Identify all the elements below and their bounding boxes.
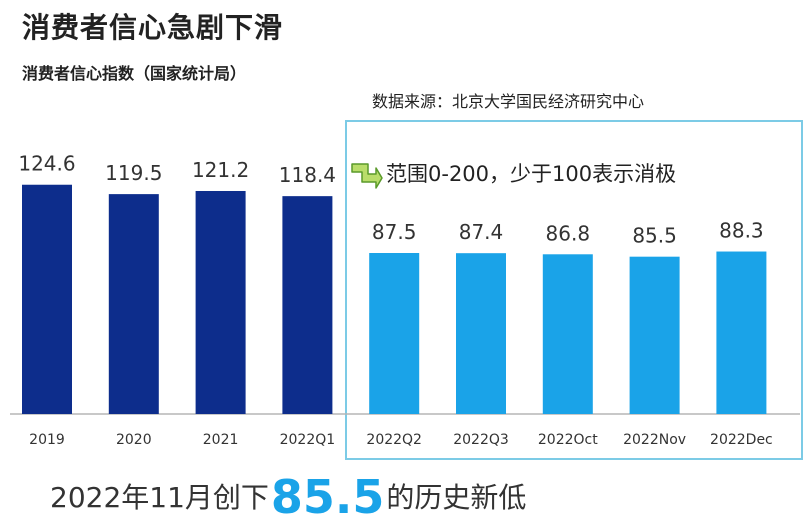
data-label-2022Q1: 118.4: [279, 163, 336, 187]
chart-subtitle: 消费者信心指数（国家统计局）: [22, 64, 247, 83]
data-label-2022Q3: 87.4: [459, 220, 504, 244]
tick-label-2021: 2021: [203, 432, 239, 448]
footer-value: 85.5: [270, 470, 385, 524]
data-label-2020: 119.5: [105, 161, 162, 185]
tick-label-2022Dec: 2022Dec: [710, 432, 773, 448]
bar-2022Q3: [456, 253, 506, 414]
bar-2022Dec: [716, 251, 767, 414]
footer-prefix: 2022年11月创下: [50, 481, 269, 514]
tick-label-2020: 2020: [116, 432, 152, 448]
footer-caption: 2022年11月创下85.5的历史新低: [50, 470, 526, 524]
bar-2022Oct: [542, 254, 593, 414]
bar-2021: [195, 190, 246, 414]
tick-label-2022Q2: 2022Q2: [366, 432, 422, 448]
data-label-2021: 121.2: [192, 158, 249, 182]
tick-label-2022Q3: 2022Q3: [453, 432, 509, 448]
bar-2022Q2: [369, 253, 420, 414]
tick-label-2022Nov: 2022Nov: [623, 432, 686, 448]
tick-label-2022Q1: 2022Q1: [280, 432, 336, 448]
data-source: 数据来源：北京大学国民经济研究中心: [372, 92, 645, 111]
tick-label-2022Oct: 2022Oct: [538, 432, 598, 448]
data-label-2022Oct: 86.8: [546, 221, 591, 245]
footer-suffix: 的历史新低: [386, 481, 527, 514]
tick-label-2019: 2019: [29, 432, 65, 448]
bar-2022Nov: [629, 256, 680, 414]
data-label-2022Dec: 88.3: [719, 219, 764, 243]
bar-2020: [108, 194, 159, 414]
bar-2022Q1: [282, 196, 333, 414]
arrow-icon: [351, 163, 383, 189]
data-label-2022Nov: 85.5: [632, 224, 677, 248]
highlight-box: [345, 120, 803, 460]
data-label-2019: 124.6: [18, 152, 75, 176]
bar-2019: [22, 184, 72, 414]
data-label-2022Q2: 87.5: [372, 220, 417, 244]
page-title: 消费者信心急剧下滑: [22, 11, 284, 44]
range-note: 范围0-200，少于100表示消极: [386, 162, 677, 186]
